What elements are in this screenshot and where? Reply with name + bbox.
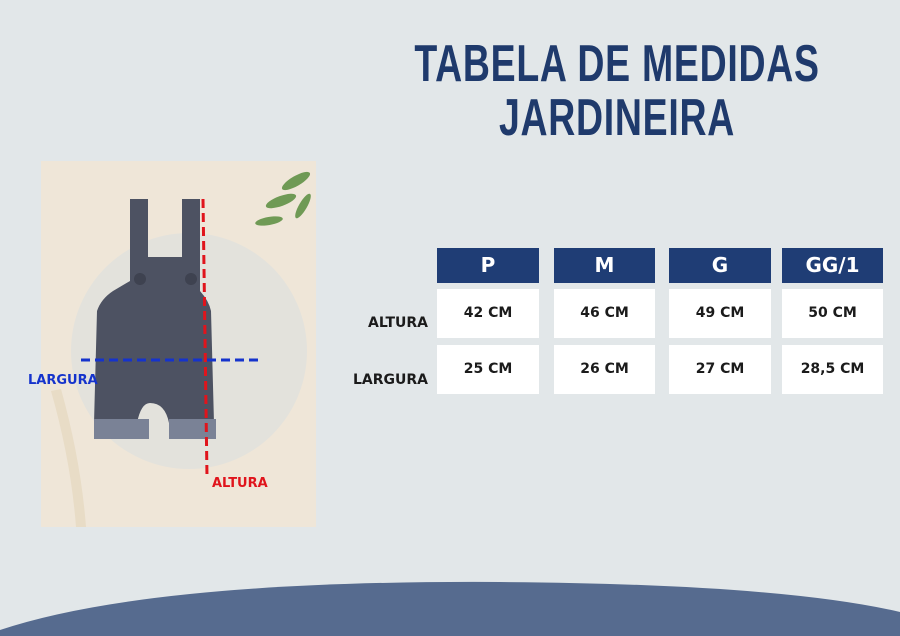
column-header-g: G xyxy=(669,248,771,283)
table-cell: 50 CM xyxy=(782,289,883,338)
column-header-m: M xyxy=(554,248,655,283)
table-cell: 42 CM xyxy=(437,289,539,338)
column-header-p: P xyxy=(437,248,539,283)
table-cell: 26 CM xyxy=(554,345,655,394)
table-cell: 28,5 CM xyxy=(782,345,883,394)
table-cell: 49 CM xyxy=(669,289,771,338)
row-label-altura: ALTURA xyxy=(368,315,428,331)
title-line-2: JARDINEIRA xyxy=(498,89,736,147)
width-label: LARGURA xyxy=(28,373,98,388)
overalls xyxy=(94,199,216,439)
table-cell: 25 CM xyxy=(437,345,539,394)
product-photo xyxy=(41,161,316,527)
column-header-gg1: GG/1 xyxy=(782,248,883,283)
table-cell: 27 CM xyxy=(669,345,771,394)
height-measure-line xyxy=(201,198,209,478)
row-label-largura: LARGURA xyxy=(352,372,428,388)
table-cell: 46 CM xyxy=(554,289,655,338)
height-label: ALTURA xyxy=(212,476,268,491)
plant-leaves-icon xyxy=(255,171,311,226)
bottom-wave xyxy=(0,581,900,636)
title-line-1: TABELA DE MEDIDAS xyxy=(414,35,820,93)
